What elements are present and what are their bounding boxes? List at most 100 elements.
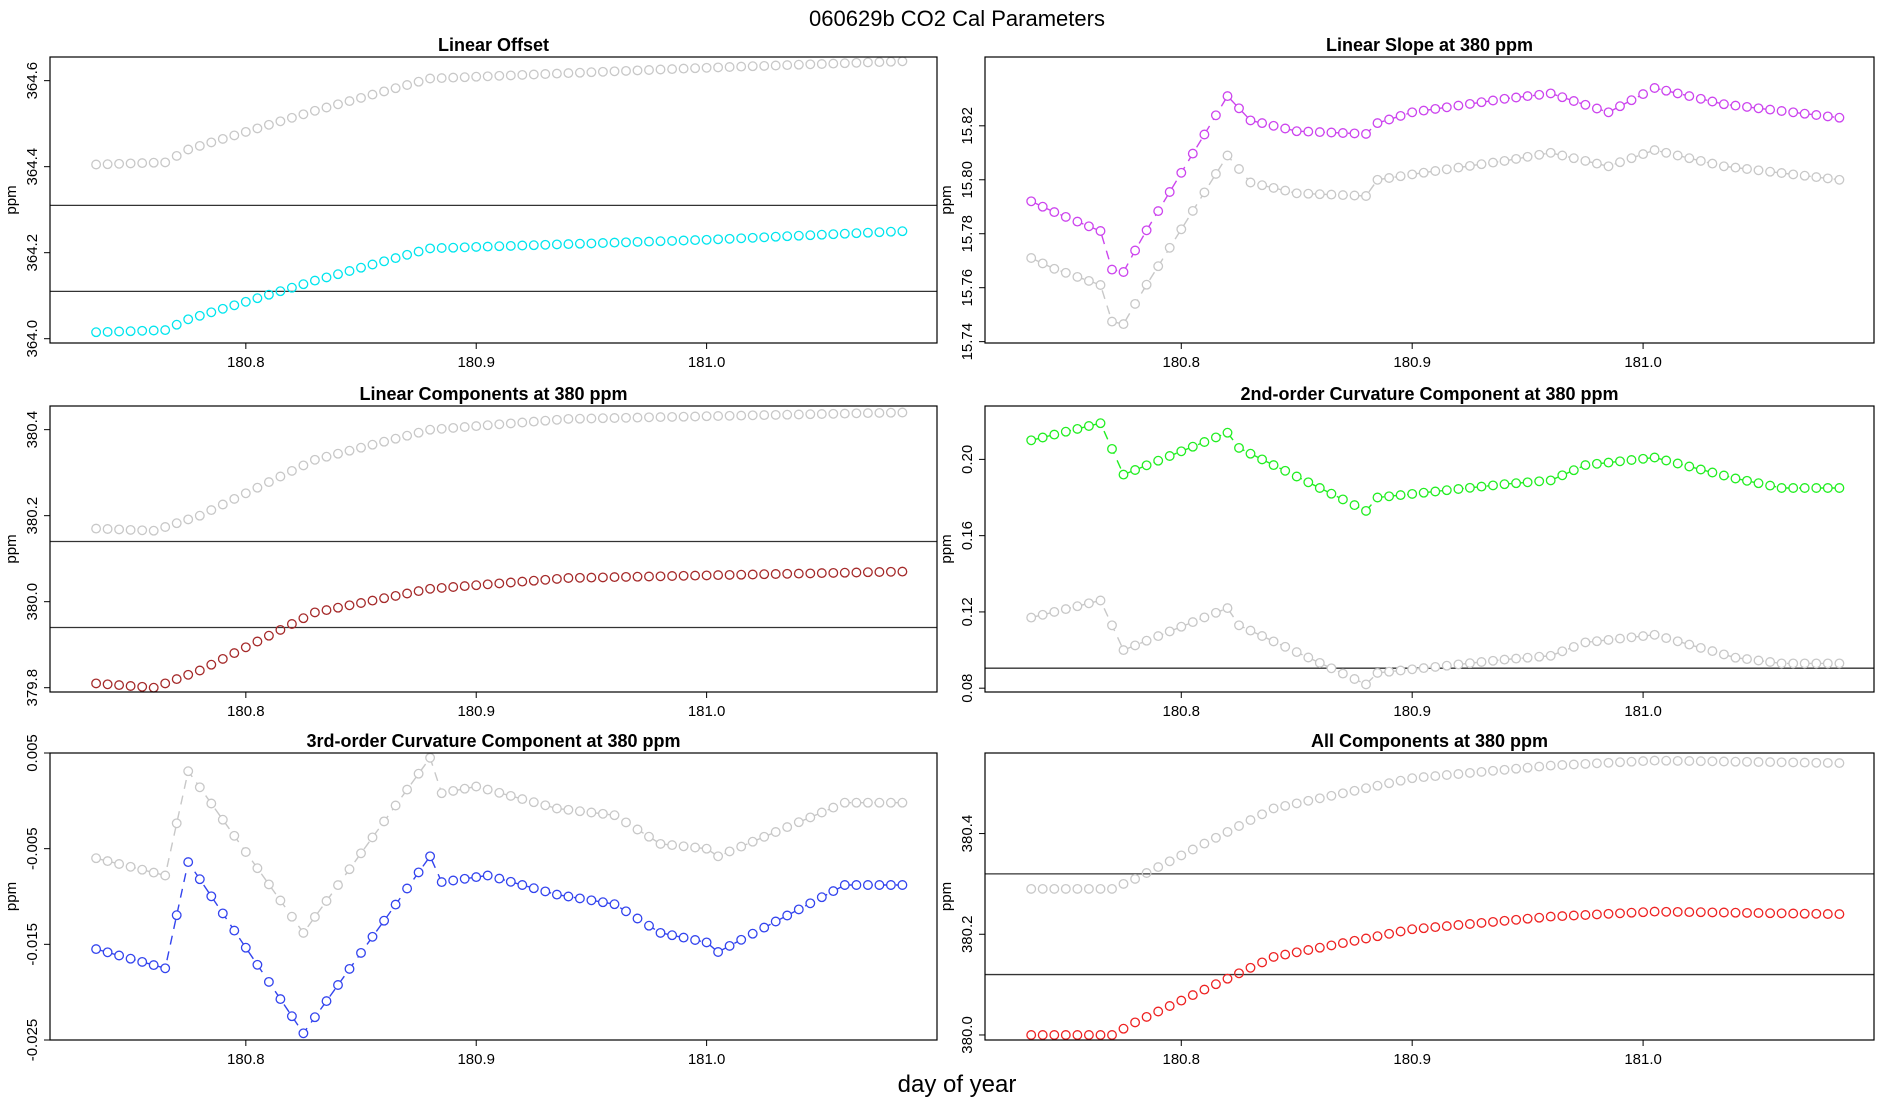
data-point <box>632 913 643 924</box>
data-point <box>1776 658 1787 669</box>
data-point <box>747 928 758 939</box>
data-point <box>148 525 159 536</box>
data-point <box>240 296 251 307</box>
data-point <box>678 570 689 581</box>
y-tick-label: 380.2 <box>24 497 41 535</box>
data-point <box>1060 426 1071 437</box>
data-point <box>1695 756 1706 767</box>
data-point <box>782 409 793 420</box>
data-point <box>793 409 804 420</box>
chart-panel: Linear Offset ppm 180.8 180.9 181.0 364.0 364.… <box>3 35 938 371</box>
data-point <box>874 567 885 577</box>
data-point <box>1776 908 1787 919</box>
data-point <box>1430 661 1441 672</box>
plot-frame <box>984 56 1875 344</box>
data-point <box>1684 639 1695 650</box>
data-point <box>229 830 240 841</box>
data-point <box>505 240 516 251</box>
data-point <box>298 109 309 120</box>
y-tick-label: 380.4 <box>959 815 976 853</box>
data-point <box>551 573 562 584</box>
data-point <box>805 568 816 579</box>
data-point <box>528 416 539 427</box>
data-point <box>1060 1030 1071 1040</box>
data-point <box>425 73 436 84</box>
data-point <box>448 875 459 886</box>
data-point <box>1488 655 1498 666</box>
data-point <box>344 445 355 456</box>
data-point <box>655 236 666 247</box>
data-point <box>1615 456 1625 467</box>
data-point <box>528 575 539 586</box>
data-point <box>436 877 447 888</box>
data-point <box>678 63 689 74</box>
data-point <box>217 499 228 510</box>
data-point <box>793 568 804 579</box>
data-point <box>1280 641 1291 652</box>
data-point <box>1603 107 1614 118</box>
data-point <box>1130 465 1141 475</box>
data-point <box>1788 483 1799 493</box>
data-point <box>1083 421 1094 431</box>
data-point <box>1765 757 1776 768</box>
data-point <box>356 947 366 958</box>
data-point <box>194 510 205 521</box>
data-point <box>1037 432 1048 443</box>
y-tick-label: 0.16 <box>959 521 976 550</box>
data-point <box>770 60 781 71</box>
data-point <box>1776 168 1787 178</box>
data-point <box>1372 931 1383 942</box>
data-point <box>1626 907 1637 918</box>
data-point <box>1822 909 1833 919</box>
data-point <box>321 272 332 283</box>
data-point <box>148 867 159 878</box>
data-point <box>1268 120 1279 131</box>
data-point <box>747 410 758 421</box>
data-point <box>713 411 724 421</box>
data-point <box>1107 1030 1117 1040</box>
data-point <box>667 411 678 422</box>
data-point <box>390 433 401 444</box>
data-point <box>828 58 839 69</box>
data-point <box>1580 460 1591 471</box>
data-point <box>1615 101 1625 112</box>
data-point <box>344 266 355 276</box>
data-point <box>1095 595 1106 606</box>
data-point <box>171 674 182 685</box>
data-point <box>1245 962 1256 973</box>
data-point <box>1430 771 1441 782</box>
data-point <box>655 838 666 849</box>
data-point <box>1153 631 1164 642</box>
data-point <box>632 236 643 247</box>
data-point <box>1176 850 1187 861</box>
data-point <box>1707 96 1718 107</box>
data-point <box>309 1012 320 1023</box>
data-point <box>448 422 459 433</box>
data-point <box>229 300 240 311</box>
data-point <box>1799 108 1810 119</box>
data-point <box>1072 423 1083 434</box>
data-point <box>1199 187 1210 198</box>
data-point <box>1649 452 1660 463</box>
data-point <box>286 465 297 476</box>
data-point <box>862 797 873 808</box>
y-axis-label: ppm <box>3 185 20 214</box>
data-point <box>816 409 827 419</box>
data-point <box>759 569 770 580</box>
data-point <box>632 412 643 423</box>
y-tick-label: 364.0 <box>24 320 41 358</box>
data-point <box>1534 89 1545 100</box>
data-point <box>597 897 608 908</box>
data-point <box>1164 451 1175 461</box>
data-point <box>1834 909 1845 920</box>
data-point <box>183 314 194 325</box>
x-tick-label: 180.9 <box>457 1051 495 1068</box>
data-point <box>770 827 781 837</box>
series-current <box>91 226 908 338</box>
data-point <box>263 879 274 890</box>
data-point <box>344 864 355 875</box>
data-point <box>1672 150 1683 161</box>
data-point <box>517 880 528 890</box>
plot-frame <box>984 752 1875 1041</box>
data-point <box>1141 635 1152 646</box>
